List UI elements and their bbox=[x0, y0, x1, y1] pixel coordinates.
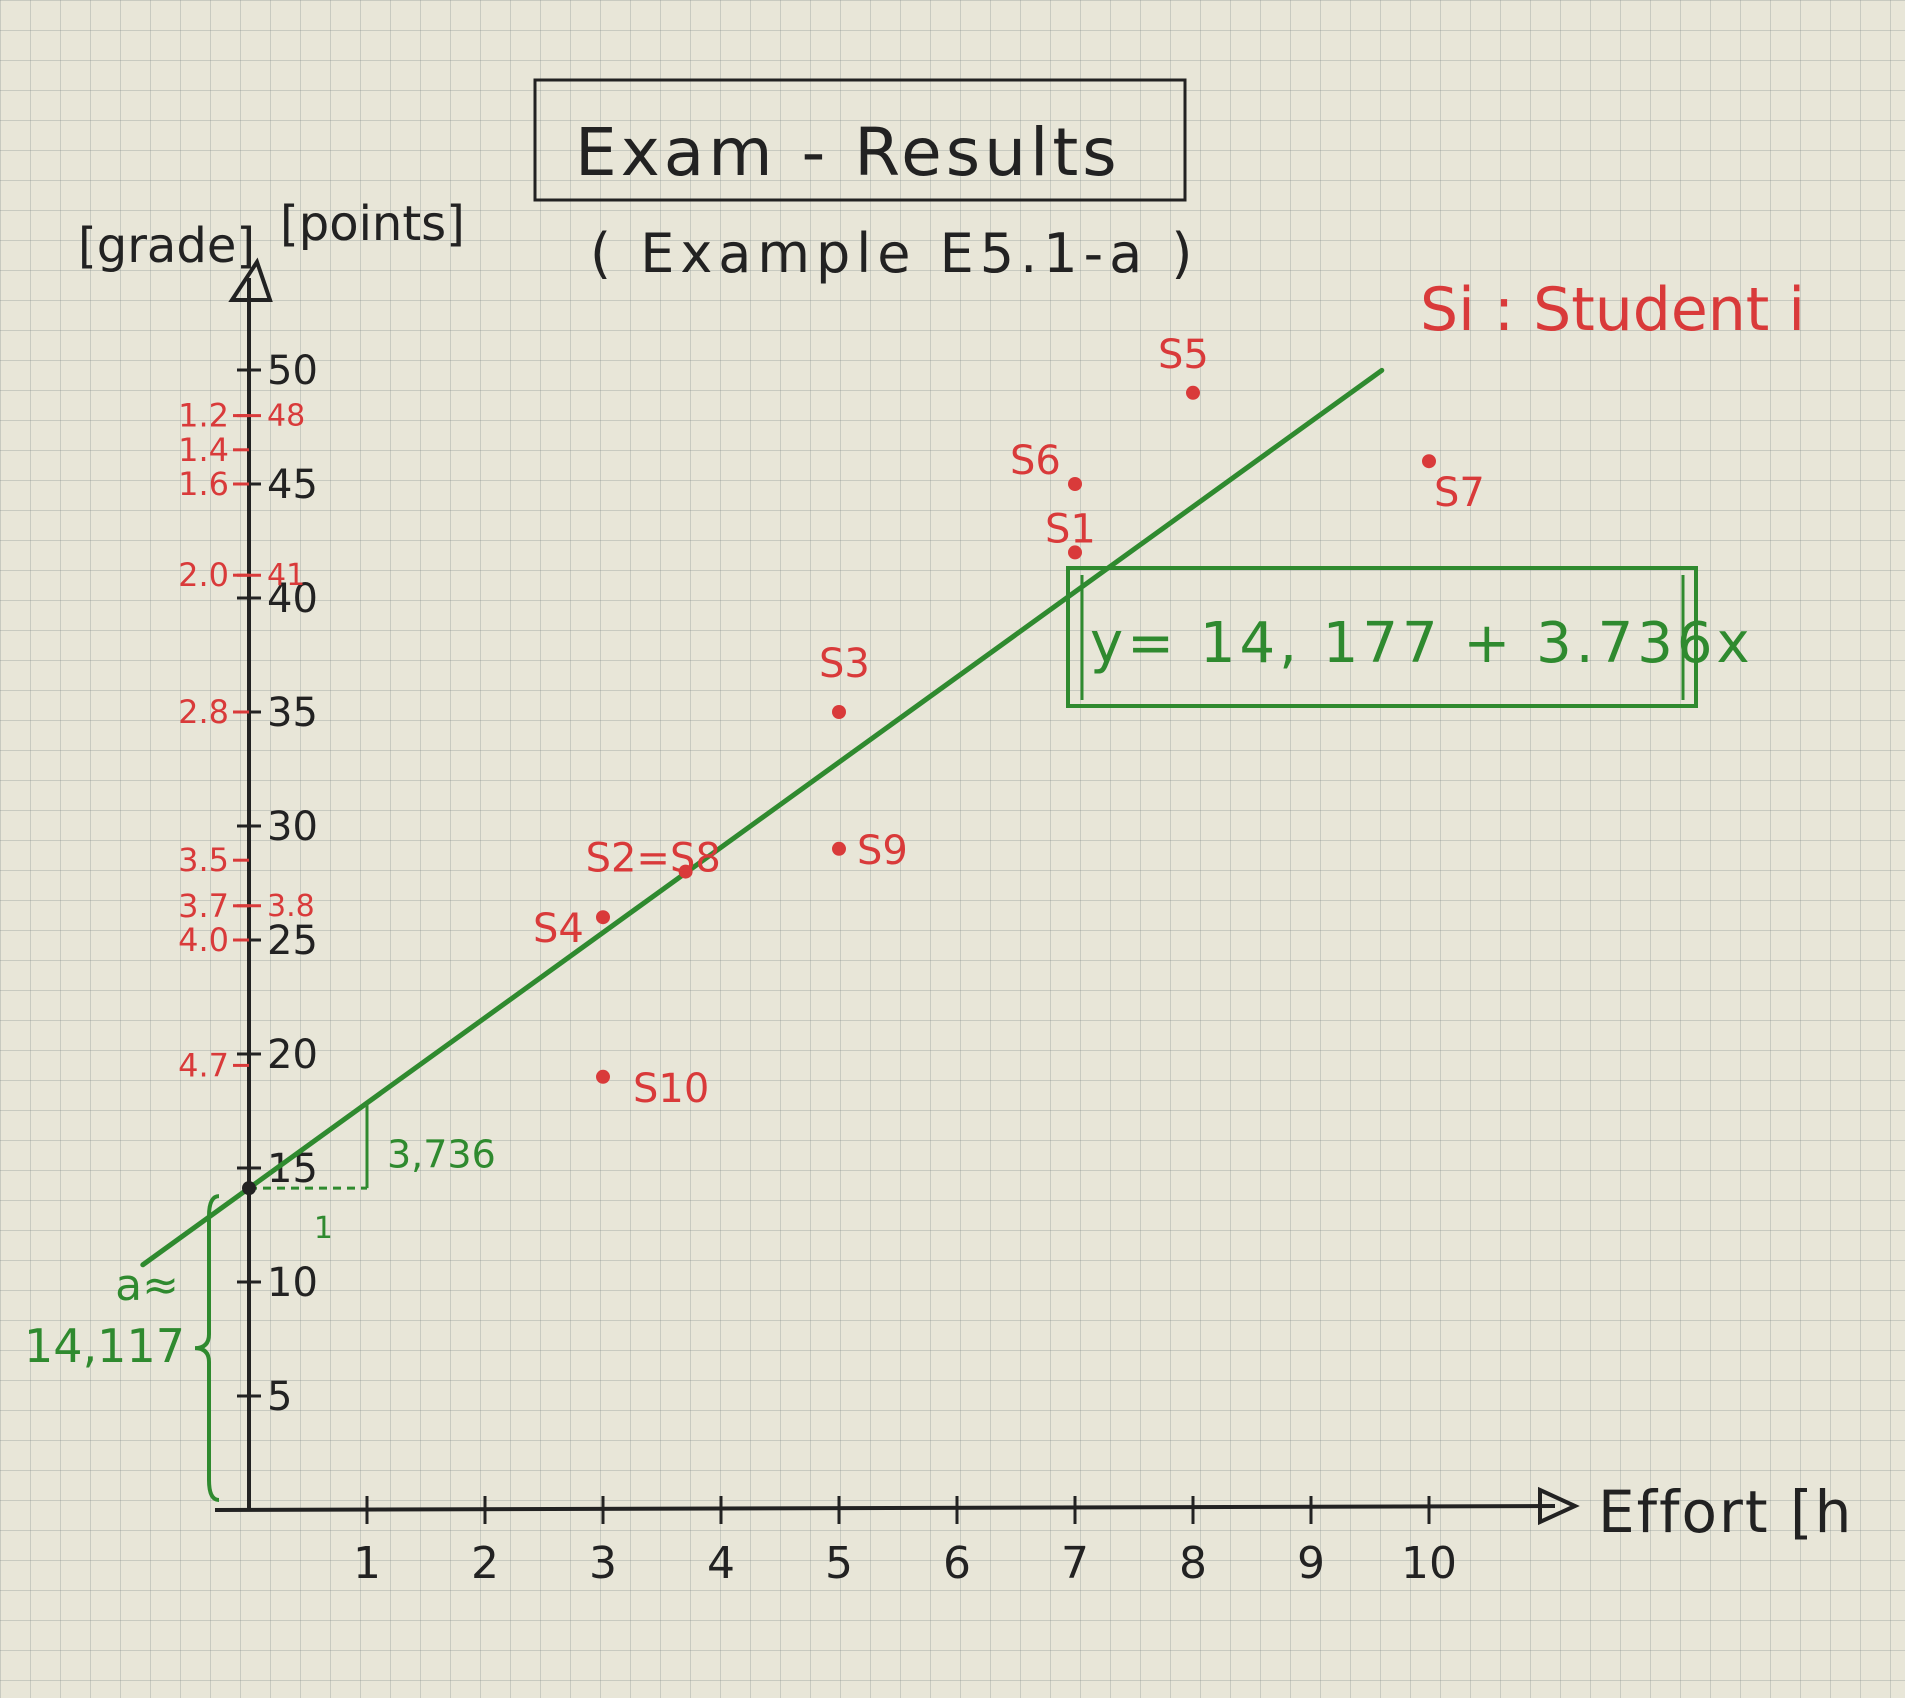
equation-box bbox=[1066, 566, 1698, 708]
x-tick-label-3: 3 bbox=[589, 1538, 617, 1589]
grade-tick-label-4.7: 4.7 bbox=[178, 1046, 229, 1084]
y-tick-label-40: 40 bbox=[267, 576, 318, 622]
grade-tick-label-4.0: 4.0 bbox=[178, 921, 229, 959]
x-tick-label-5: 5 bbox=[825, 1538, 853, 1589]
title-box bbox=[533, 78, 1187, 202]
x-tick-label-9: 9 bbox=[1297, 1538, 1325, 1589]
x-axis-line bbox=[214, 1504, 1556, 1512]
x-axis-label: Effort [h bbox=[1598, 1478, 1853, 1546]
regression-equation: y= 14, 177 + 3.736x bbox=[1090, 611, 1754, 676]
data-point-s3 bbox=[832, 705, 846, 719]
data-point-label-s3: S3 bbox=[819, 641, 870, 687]
x-tick-label-7: 7 bbox=[1061, 1538, 1089, 1589]
data-point-s5 bbox=[1186, 385, 1200, 400]
data-point-label-s7: S7 bbox=[1434, 470, 1485, 516]
point-tick-label-48: 48 bbox=[267, 399, 305, 434]
data-point-s10 bbox=[596, 1069, 610, 1084]
data-point-label-s9: S9 bbox=[857, 828, 908, 874]
data-point-label-s5: S5 bbox=[1158, 332, 1209, 378]
grade-tick-label-3.5: 3.5 bbox=[178, 841, 229, 879]
intercept-value-label: 14,117 bbox=[24, 1319, 185, 1373]
grade-tick-label-2.0: 2.0 bbox=[178, 556, 229, 594]
y-tick-label-10: 10 bbox=[267, 1260, 318, 1306]
data-point-s6 bbox=[1068, 477, 1082, 491]
data-point-label-s6: S6 bbox=[1010, 438, 1061, 484]
y-tick-label-5: 5 bbox=[267, 1374, 292, 1420]
data-point-label-s1: S1 bbox=[1045, 506, 1096, 552]
data-points: S1 S2=S8 S3 S4 S5 S6 S7 S9 S10 bbox=[533, 332, 1485, 1112]
axes bbox=[214, 257, 1580, 1526]
x-tick-label-10: 10 bbox=[1401, 1538, 1457, 1589]
data-point-s7 bbox=[1422, 454, 1436, 469]
intercept-brace: a≈ 14,117 bbox=[24, 1194, 220, 1502]
intercept-point bbox=[242, 1181, 256, 1196]
x-axis-arrow bbox=[1538, 1486, 1580, 1526]
regression-line bbox=[140, 367, 1385, 1268]
intercept-brace-path bbox=[194, 1194, 220, 1502]
chart-subtitle: ( Example E5.1-a ) bbox=[590, 222, 1198, 285]
grade-tick-label-1.4: 1.4 bbox=[178, 431, 229, 469]
data-point-s4 bbox=[596, 910, 610, 925]
data-point-s9 bbox=[832, 841, 846, 856]
y-tick-label-35: 35 bbox=[267, 690, 318, 736]
grade-tick-label-1.2: 1.2 bbox=[178, 397, 229, 435]
x-tick-label-2: 2 bbox=[471, 1538, 499, 1589]
intercept-label: a≈ bbox=[115, 1260, 179, 1311]
y-tick-label-25: 25 bbox=[267, 918, 318, 964]
x-tick-label-4: 4 bbox=[707, 1538, 735, 1589]
legend-student: Si : Student i bbox=[1420, 275, 1805, 345]
data-point-label-s10: S10 bbox=[633, 1066, 709, 1112]
x-tick-label-1: 1 bbox=[353, 1538, 381, 1589]
chart-title: Exam - Results bbox=[575, 114, 1121, 191]
x-tick-label-6: 6 bbox=[943, 1538, 971, 1589]
point-tick-label-3.8: 3.8 bbox=[267, 889, 315, 924]
x-tick-label-8: 8 bbox=[1179, 1538, 1207, 1589]
grade-tick-label-2.8: 2.8 bbox=[178, 693, 229, 731]
x-ticks: 1 2 3 4 5 6 7 8 9 10 bbox=[353, 1496, 1457, 1589]
grade-tick-label-1.6: 1.6 bbox=[178, 465, 229, 503]
data-point-s2-s8 bbox=[678, 864, 693, 879]
y-tick-label-50: 50 bbox=[267, 348, 318, 394]
slope-run-label: 1 bbox=[314, 1211, 333, 1246]
data-point-label-s2-s8: S2=S8 bbox=[586, 836, 721, 882]
slope-triangle: 3,736 1 bbox=[242, 1102, 496, 1246]
grade-ticks: 1.21.41.6 2.0 2.8 3.5 3.74.0 4.7 bbox=[178, 397, 249, 1084]
y-tick-label-30: 30 bbox=[267, 804, 318, 850]
point-tick-label-41: 41 bbox=[267, 558, 305, 593]
data-point-s1 bbox=[1068, 545, 1082, 560]
grade-tick-label-3.7: 3.7 bbox=[178, 887, 229, 925]
y-axis-arrow bbox=[228, 257, 273, 302]
y-axis-label-points: [points] bbox=[280, 196, 465, 252]
slope-value-label: 3,736 bbox=[387, 1133, 496, 1177]
y-tick-label-45: 45 bbox=[267, 462, 318, 508]
y-tick-label-20: 20 bbox=[267, 1032, 318, 1078]
data-point-label-s4: S4 bbox=[533, 906, 584, 952]
y-axis-label-grade: [grade] bbox=[78, 218, 255, 274]
